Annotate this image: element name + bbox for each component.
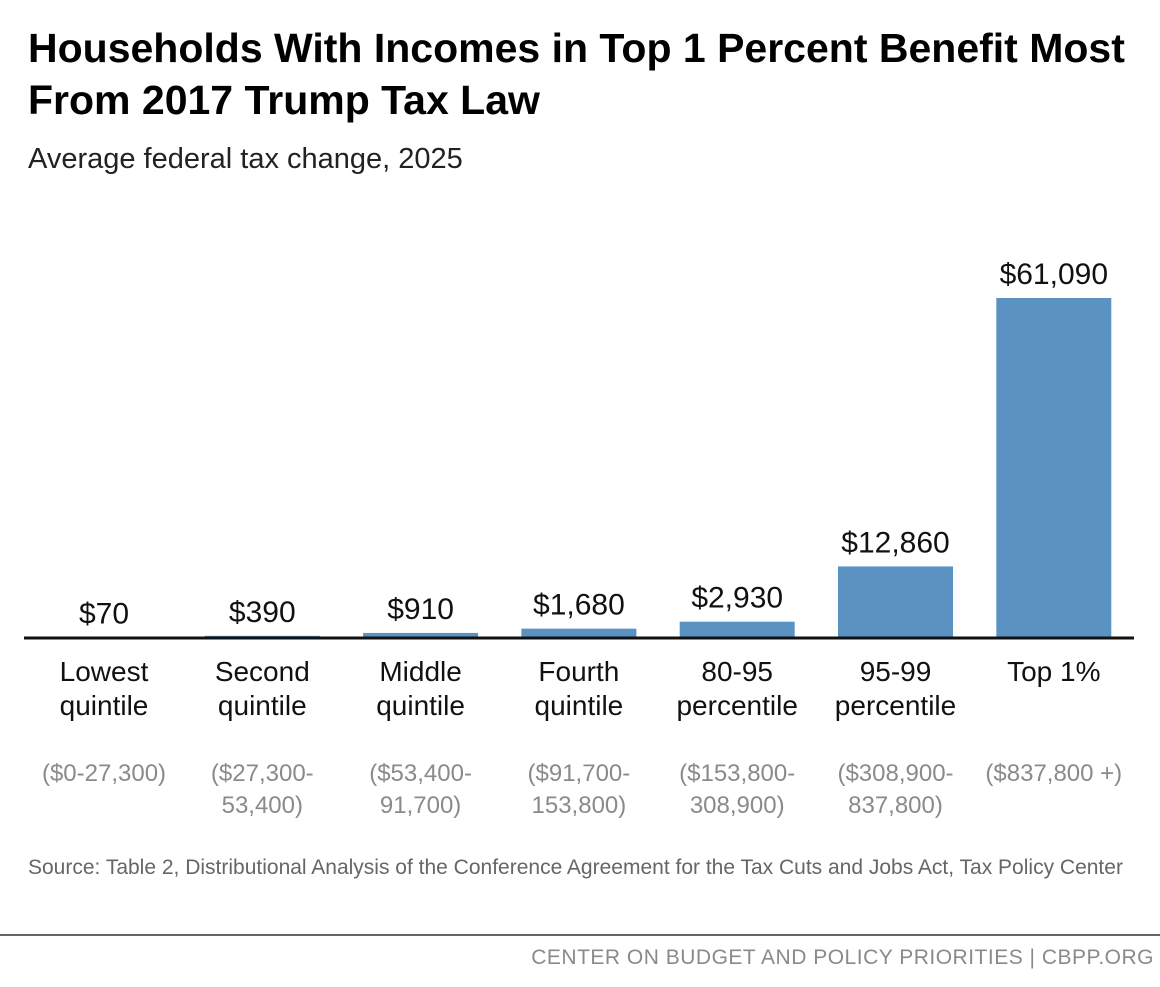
category-note: ($53,400-91,700) (369, 760, 472, 819)
category-note: ($27,300-53,400) (210, 760, 314, 819)
category-note: ($91,700-153,800) (527, 760, 631, 819)
category-note: ($308,900-837,800) (837, 760, 954, 819)
value-label: $2,930 (691, 582, 783, 615)
bar (996, 298, 1112, 638)
chart-subtitle: Average federal tax change, 2025 (28, 143, 463, 175)
bar (521, 628, 637, 638)
value-label: $70 (79, 598, 129, 631)
chart-title: Households With Incomes in Top 1 Percent… (28, 25, 1125, 123)
value-label: $12,860 (841, 526, 949, 559)
x-tick-label: Top 1% (1007, 656, 1101, 687)
bar (679, 621, 795, 638)
value-label: $61,090 (1000, 258, 1108, 291)
bar (838, 566, 953, 638)
footer: CENTER ON BUDGET AND POLICY PRIORITIES |… (531, 946, 1154, 969)
source-note: Source: Table 2, Distributional Analysis… (28, 856, 1123, 879)
x-tick-label: 80-95 percentile (676, 656, 798, 721)
divider (0, 934, 1160, 936)
x-tick-label: Middle quintile (376, 656, 465, 721)
x-tick-label: Lowest quintile (59, 656, 149, 721)
x-tick-label: 95-99 percentile (834, 656, 957, 721)
category-note: ($837,800 +) (985, 760, 1123, 787)
value-label: $910 (387, 593, 454, 626)
category-note: ($0-27,300) (41, 760, 167, 787)
category-note: ($153,800-308,900) (679, 760, 796, 819)
bar (363, 632, 479, 638)
x-tick-label: Fourth quintile (534, 656, 624, 721)
value-label: $390 (229, 596, 296, 629)
x-tick-label: Second quintile (214, 656, 310, 721)
value-label: $1,680 (533, 589, 625, 622)
